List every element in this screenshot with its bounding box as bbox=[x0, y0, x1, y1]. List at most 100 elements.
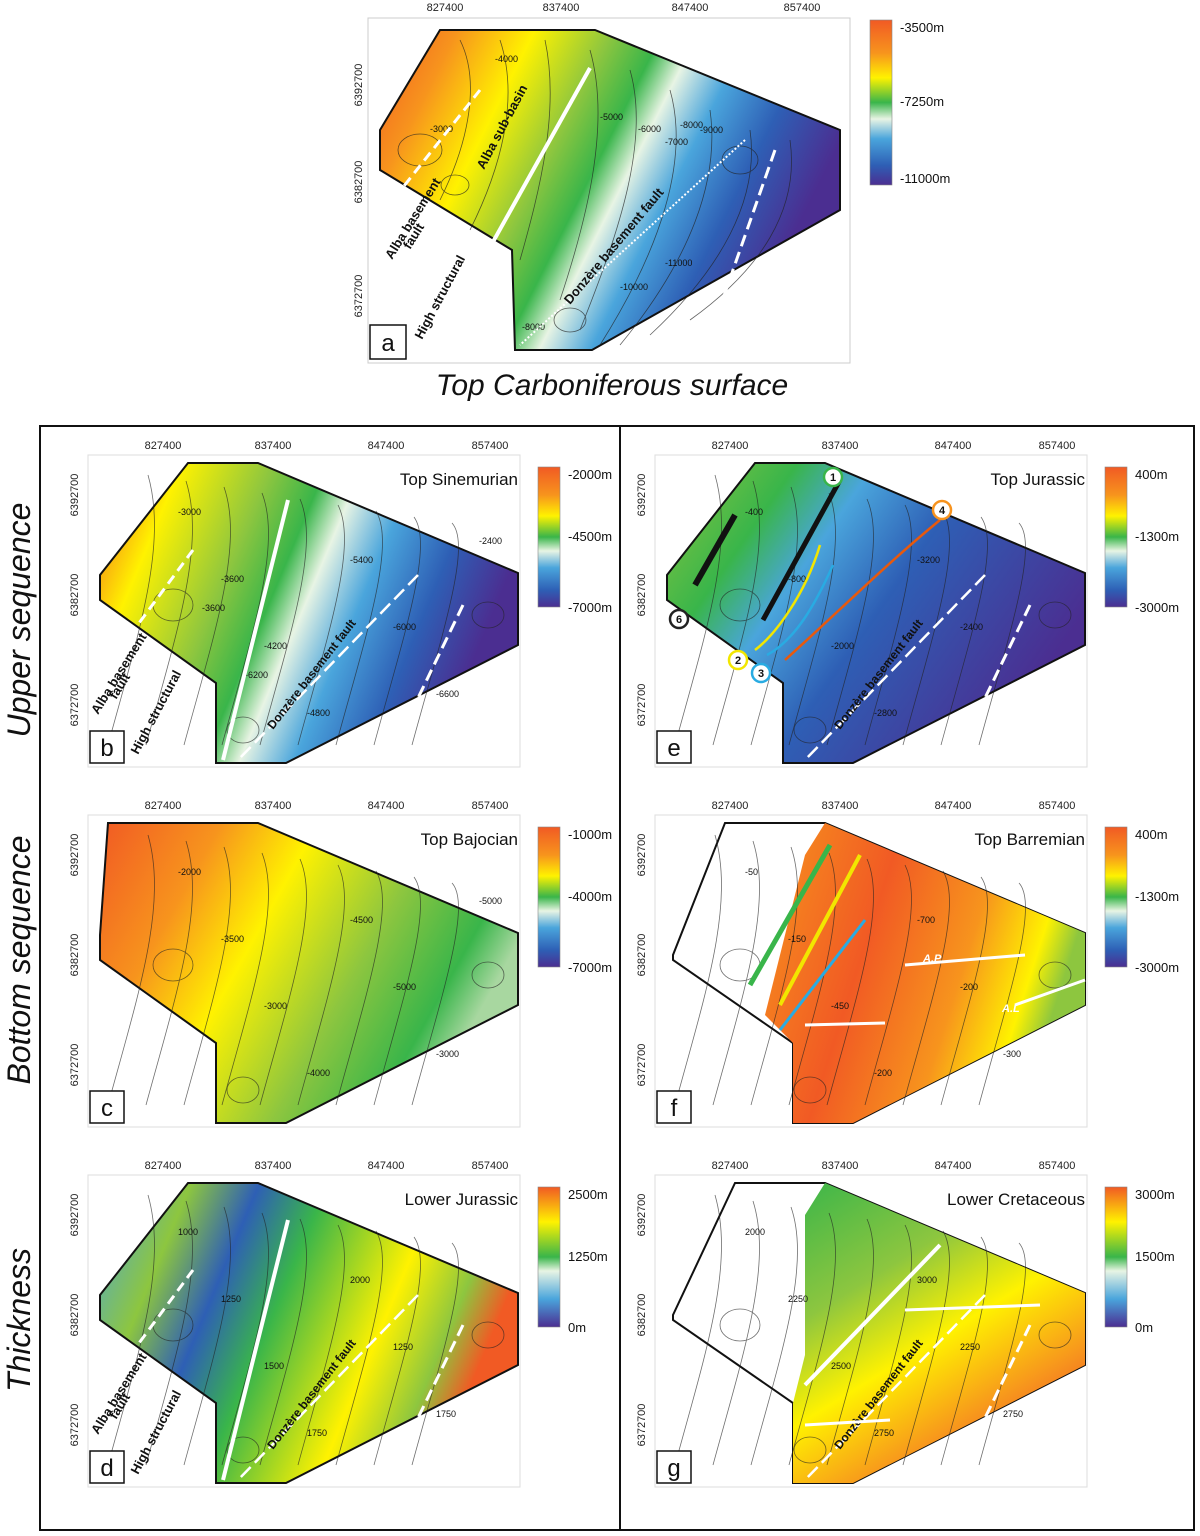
fault-al-line-f bbox=[1014, 978, 1086, 1007]
fault-label-high-b: High structural bbox=[127, 668, 184, 757]
contour-label-e-3: -2800 bbox=[874, 708, 897, 718]
colorbar-a-max: -3500m bbox=[900, 20, 944, 35]
map-surface-e bbox=[666, 462, 1086, 764]
contour-label-e-2: -2000 bbox=[831, 641, 854, 651]
map-surface-c bbox=[99, 822, 519, 1124]
x-tick-c-2: 847400 bbox=[368, 800, 405, 812]
panel-b-frame bbox=[87, 454, 521, 768]
high-structural-fault-line-b bbox=[221, 499, 290, 761]
section-label-bottom: Bottom sequence bbox=[1, 835, 37, 1084]
panel-e: 827400 837400 847400 8574006392700638270063… bbox=[636, 440, 1179, 768]
x-tick-847400: 847400 bbox=[672, 2, 709, 14]
x-tick-f-2: 847400 bbox=[935, 800, 972, 812]
y-tick-f-2: 6372700 bbox=[636, 1044, 648, 1087]
map-surface-f bbox=[765, 823, 1085, 1123]
y-tick-6382700: 6382700 bbox=[353, 161, 365, 204]
donzere-fault-line-east-d bbox=[386, 1324, 465, 1481]
y-tick-d-0: 6392700 bbox=[69, 1194, 81, 1237]
contour-label-b-4: -5400 bbox=[350, 555, 373, 565]
fault-yellow-line-f bbox=[778, 854, 862, 1006]
contour-label-a-3: -7000 bbox=[665, 137, 688, 147]
x-tick-g-3: 857400 bbox=[1039, 1160, 1076, 1172]
panel-title-f: Top Barremian bbox=[974, 830, 1085, 849]
x-tick-b-3: 857400 bbox=[472, 440, 509, 452]
x-tick-d-0: 827400 bbox=[145, 1160, 182, 1172]
contour-label-c-4: -4500 bbox=[350, 915, 373, 925]
donzere-fault-line-east-g bbox=[953, 1324, 1032, 1481]
alba-fault-line-a bbox=[383, 89, 482, 211]
contour-label-f-1: -150 bbox=[788, 934, 806, 944]
marker-1-circle bbox=[822, 466, 844, 488]
contour-label-g-1: 2250 bbox=[788, 1294, 808, 1304]
colorbar-g-mid: 1500m bbox=[1135, 1249, 1175, 1264]
panel-title-e: Top Jurassic bbox=[991, 470, 1086, 489]
fault-label-high-d: High structural bbox=[127, 1388, 184, 1477]
y-tick-e-0: 6392700 bbox=[636, 474, 648, 517]
panel-e-frame bbox=[654, 454, 1088, 768]
colorbar-b-mid: -4500m bbox=[568, 529, 612, 544]
y-tick-6372700: 6372700 bbox=[353, 275, 365, 318]
contour-label-c-1: -3500 bbox=[221, 934, 244, 944]
marker-3-circle bbox=[750, 662, 772, 684]
x-tick-e-1: 837400 bbox=[822, 440, 859, 452]
y-tick-6392700: 6392700 bbox=[353, 64, 365, 107]
map-surface-g bbox=[793, 1183, 1085, 1483]
fault-south-line-f bbox=[804, 1021, 886, 1027]
label-al-f: A.L bbox=[1001, 1003, 1020, 1015]
contour-label-c-6: -3000 bbox=[436, 1049, 459, 1059]
fault-1-line-e bbox=[760, 478, 843, 622]
y-tick-c-2: 6372700 bbox=[69, 1044, 81, 1087]
y-tick-c-1: 6382700 bbox=[69, 934, 81, 977]
y-tick-c-0: 6392700 bbox=[69, 834, 81, 877]
right-column-frame bbox=[619, 425, 1195, 1531]
colorbar-f-min: -3000m bbox=[1135, 960, 1179, 975]
x-tick-e-3: 857400 bbox=[1039, 440, 1076, 452]
x-tick-g-2: 847400 bbox=[935, 1160, 972, 1172]
marker-6-circle bbox=[668, 608, 690, 630]
x-tick-e-0: 827400 bbox=[712, 440, 749, 452]
marker-2-circle bbox=[727, 649, 749, 671]
fault-green-line-f bbox=[747, 843, 833, 987]
x-tick-b-1: 837400 bbox=[255, 440, 292, 452]
colorbar-e-max: 400m bbox=[1135, 467, 1168, 482]
contour-label-f-5: -200 bbox=[960, 982, 978, 992]
contour-lines-b bbox=[107, 474, 505, 746]
contour-lines-a bbox=[397, 39, 792, 346]
contour-label-f-0: -50 bbox=[745, 867, 758, 877]
marker-3-label: 3 bbox=[758, 668, 764, 680]
contour-label-f-3: -200 bbox=[874, 1068, 892, 1078]
x-tick-f-1: 837400 bbox=[822, 800, 859, 812]
donzere-fault-line-g bbox=[804, 1294, 986, 1481]
contour-label-b-2: -4200 bbox=[264, 641, 287, 651]
panel-letter-f: f bbox=[671, 1095, 678, 1122]
panel-a-frame bbox=[367, 17, 851, 364]
y-tick-f-0: 6392700 bbox=[636, 834, 648, 877]
contour-label-b-0: -3000 bbox=[178, 507, 201, 517]
colorbar-d-max: 2500m bbox=[568, 1187, 608, 1202]
panel-letter-d: d bbox=[100, 1455, 113, 1482]
marker-4-label: 4 bbox=[939, 505, 946, 517]
contour-label-c-5: -5000 bbox=[393, 982, 416, 992]
fault-3-line-e bbox=[766, 564, 835, 657]
x-tick-e-2: 847400 bbox=[935, 440, 972, 452]
panel-g: 827400 837400 847400 857400 6392700 6382700 63… bbox=[636, 1160, 1175, 1488]
panel-title-c: Top Bajocian bbox=[421, 830, 518, 849]
marker-6-label: 6 bbox=[676, 614, 682, 626]
x-tick-d-2: 847400 bbox=[368, 1160, 405, 1172]
panel-letter-box-g bbox=[656, 1450, 692, 1484]
contour-label-c-3: -4000 bbox=[307, 1068, 330, 1078]
contour-label-f-6: -300 bbox=[1003, 1049, 1021, 1059]
contour-label-b-8: -3600 bbox=[202, 603, 225, 613]
colorbar-d bbox=[537, 1186, 561, 1328]
panel-letter-e: e bbox=[667, 735, 680, 762]
x-tick-d-3: 857400 bbox=[472, 1160, 509, 1172]
marker-4-circle bbox=[931, 499, 953, 521]
donzere-fault-line-east-b bbox=[386, 604, 465, 761]
contour-label-e-4: -3200 bbox=[917, 555, 940, 565]
panel-letter-c: c bbox=[101, 1095, 113, 1122]
colorbar-c-max: -1000m bbox=[568, 827, 612, 842]
map-surface-b bbox=[99, 462, 519, 764]
donzere-fault-line-b bbox=[237, 574, 419, 761]
contour-label-d-5: 1250 bbox=[393, 1342, 413, 1352]
map-surface-a bbox=[379, 29, 841, 351]
